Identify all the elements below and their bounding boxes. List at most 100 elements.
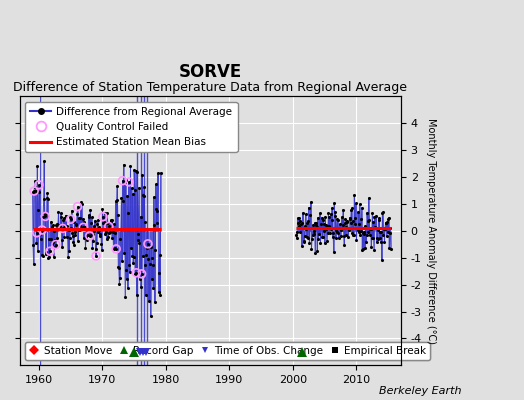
Point: [30, 188, 38, 194]
Point: [334, 217, 342, 223]
Point: [327, 225, 335, 232]
Point: [141, 291, 150, 298]
Point: [83, 231, 92, 238]
Point: [378, 210, 387, 216]
Point: [52, 222, 61, 228]
Y-axis label: Monthly Temperature Anomaly Difference (°C): Monthly Temperature Anomaly Difference (…: [425, 118, 435, 344]
Point: [136, 276, 144, 282]
Point: [377, 229, 386, 235]
Point: [62, 213, 71, 220]
Point: [86, 232, 95, 238]
Point: [346, 216, 354, 222]
Point: [139, 253, 147, 259]
Point: [30, 188, 38, 194]
Point: [347, 207, 355, 214]
Legend: Station Move, Record Gap, Time of Obs. Change, Empirical Break: Station Move, Record Gap, Time of Obs. C…: [25, 342, 430, 360]
Point: [308, 236, 316, 242]
Point: [331, 212, 339, 219]
Point: [335, 225, 344, 232]
Point: [318, 214, 326, 221]
Point: [144, 241, 152, 247]
Point: [106, 226, 115, 232]
Point: [97, 240, 105, 247]
Point: [105, 223, 113, 230]
Point: [377, 239, 385, 245]
Point: [134, 231, 143, 238]
Point: [340, 242, 348, 249]
Point: [316, 210, 324, 216]
Point: [70, 219, 79, 226]
Point: [359, 228, 368, 235]
Point: [93, 221, 101, 228]
Point: [95, 233, 104, 239]
Point: [137, 271, 146, 277]
Point: [346, 220, 355, 226]
Point: [43, 196, 52, 202]
Point: [124, 284, 132, 291]
Point: [105, 230, 114, 237]
Point: [380, 226, 388, 232]
Point: [43, 190, 51, 196]
Point: [326, 211, 335, 217]
Point: [149, 285, 157, 292]
Point: [120, 250, 128, 256]
Point: [333, 229, 342, 235]
Point: [99, 220, 107, 226]
Point: [38, 227, 46, 233]
Point: [354, 209, 362, 215]
Point: [62, 213, 70, 220]
Point: [298, 243, 306, 250]
Point: [49, 222, 58, 228]
Point: [123, 275, 131, 282]
Point: [108, 217, 117, 223]
Point: [85, 233, 94, 239]
Point: [133, 169, 141, 176]
Point: [131, 271, 139, 277]
Point: [328, 204, 336, 211]
Point: [387, 246, 395, 252]
Point: [347, 205, 356, 211]
Point: [311, 250, 319, 256]
Point: [104, 219, 112, 226]
Point: [140, 184, 148, 190]
Point: [84, 226, 92, 232]
Point: [57, 210, 66, 216]
Point: [85, 214, 93, 220]
Point: [71, 232, 80, 238]
Point: [67, 216, 75, 222]
Point: [90, 223, 98, 229]
Point: [69, 233, 77, 240]
Point: [309, 228, 318, 234]
Point: [64, 227, 73, 233]
Point: [315, 231, 324, 238]
Point: [46, 248, 54, 254]
Point: [145, 297, 153, 304]
Point: [125, 179, 133, 185]
Point: [60, 215, 69, 222]
Point: [375, 217, 384, 224]
Point: [335, 235, 343, 241]
Point: [383, 219, 391, 225]
Point: [384, 228, 392, 235]
Point: [118, 178, 127, 184]
Point: [81, 244, 90, 251]
Point: [332, 227, 341, 233]
Point: [370, 214, 379, 221]
Point: [362, 239, 370, 245]
Point: [372, 225, 380, 231]
Point: [363, 210, 371, 216]
Point: [48, 224, 57, 230]
Point: [129, 260, 137, 266]
Point: [59, 216, 68, 223]
Point: [137, 283, 145, 290]
Point: [99, 214, 107, 220]
Point: [322, 226, 330, 232]
Point: [121, 294, 129, 300]
Point: [156, 292, 165, 298]
Title: SORVE: SORVE: [179, 63, 242, 81]
Point: [152, 206, 160, 212]
Point: [155, 289, 163, 295]
Point: [310, 231, 318, 237]
Point: [356, 228, 365, 234]
Point: [357, 204, 366, 211]
